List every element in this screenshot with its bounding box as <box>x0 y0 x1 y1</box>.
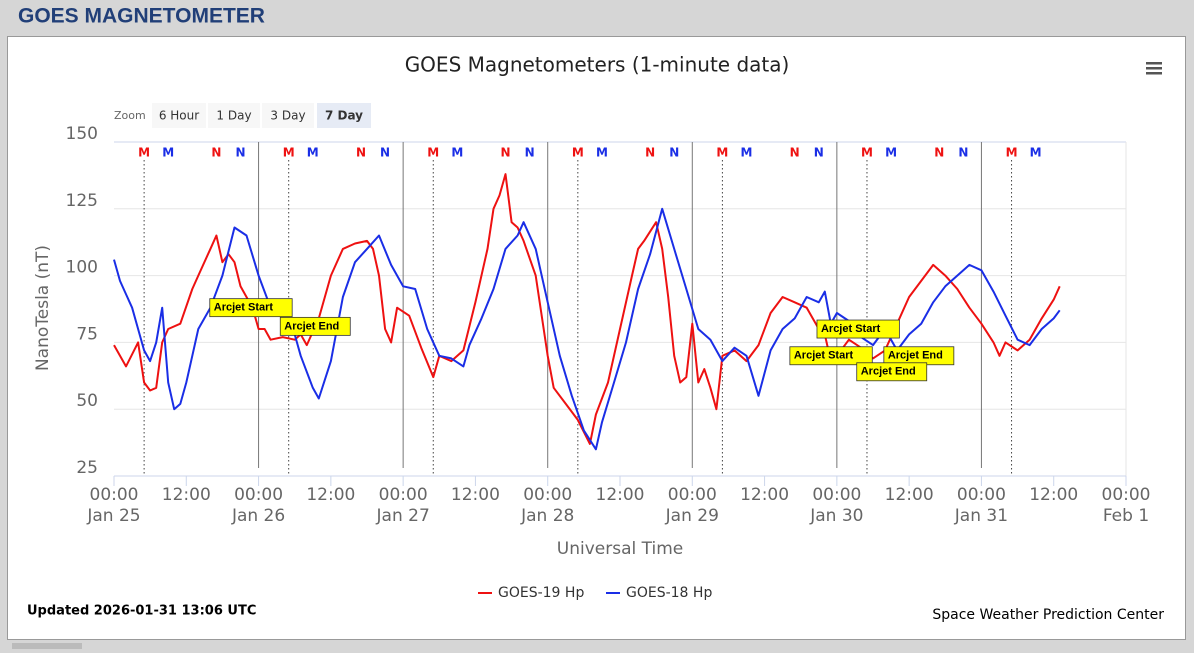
marker-label: N <box>525 146 535 160</box>
x-tick-date: Feb 1 <box>1103 506 1149 526</box>
marker-label: M <box>427 146 439 160</box>
marker-label: M <box>1030 146 1042 160</box>
marker-label: M <box>596 146 608 160</box>
x-tick-label: 00:00 <box>957 485 1006 505</box>
x-tick-date: Jan 29 <box>665 506 719 526</box>
x-tick-label: 00:00 <box>1102 485 1151 505</box>
x-axis-title: Universal Time <box>557 539 683 559</box>
x-tick-label: 12:00 <box>740 485 789 505</box>
zoom-button[interactable] <box>152 103 206 128</box>
marker-label: N <box>814 146 824 160</box>
y-axis-title: NanoTesla (nT) <box>33 245 53 371</box>
zoom-button-label: 7 Day <box>325 109 363 123</box>
y-tick-label: 50 <box>76 391 98 411</box>
marker-label: N <box>356 146 366 160</box>
marker-label: M <box>861 146 873 160</box>
annotation-box <box>856 362 928 382</box>
y-tick-label: 75 <box>76 324 98 344</box>
annotation: Arcjet Start <box>816 319 900 339</box>
x-tick-label: 00:00 <box>379 485 428 505</box>
annotation-label: Arcjet End <box>861 366 916 378</box>
annotation: Arcjet Start <box>209 298 293 318</box>
marker-label: M <box>283 146 295 160</box>
zoom-button[interactable] <box>317 103 371 128</box>
annotation-label: Arcjet End <box>888 350 943 362</box>
chart-title: GOES Magnetometers (1-minute data) <box>405 53 790 77</box>
x-tick-date: Jan 27 <box>376 506 430 526</box>
marker-label: M <box>451 146 463 160</box>
x-tick-label: 12:00 <box>1029 485 1078 505</box>
updated: Updated 2026-01-31 13:06 UTC <box>27 604 256 619</box>
x-tick-label: 12:00 <box>162 485 211 505</box>
page-title: GOES MAGNETOMETER <box>18 5 265 28</box>
x-tick-label: 12:00 <box>451 485 500 505</box>
marker-label: M <box>138 146 150 160</box>
menu-bar <box>1146 72 1162 75</box>
x-tick-date: Jan 25 <box>86 506 140 526</box>
marker-label: N <box>380 146 390 160</box>
x-tick-label: 00:00 <box>90 485 139 505</box>
annotation-label: Arcjet End <box>284 320 339 332</box>
marker-label: N <box>934 146 944 160</box>
legend-label[interactable]: GOES-19 Hp <box>498 585 584 601</box>
panel <box>7 36 1186 640</box>
annotation-box <box>209 298 293 318</box>
annotation-label: Arcjet Start <box>821 323 881 335</box>
marker-label: M <box>741 146 753 160</box>
marker-label: N <box>501 146 511 160</box>
zoom-button-label: 1 Day <box>216 109 251 123</box>
zoom-label: Zoom <box>114 109 146 122</box>
marker-label: M <box>716 146 728 160</box>
x-tick-label: 00:00 <box>523 485 572 505</box>
annotation: Arcjet Start <box>789 346 873 366</box>
annotation-box <box>789 346 873 366</box>
zoom-button[interactable] <box>262 103 314 128</box>
x-tick-label: 00:00 <box>668 485 717 505</box>
marker-label: N <box>211 146 221 160</box>
y-tick-label: 100 <box>66 258 98 278</box>
x-tick-date: Jan 31 <box>954 506 1008 526</box>
x-tick-label: 12:00 <box>596 485 645 505</box>
annotation: Arcjet End <box>856 362 928 382</box>
x-tick-label: 00:00 <box>234 485 283 505</box>
marker-label: N <box>645 146 655 160</box>
annotation-box <box>816 319 900 339</box>
x-tick-label: 12:00 <box>306 485 355 505</box>
marker-label: M <box>307 146 319 160</box>
zoom-button[interactable] <box>208 103 260 128</box>
marker-label: M <box>162 146 174 160</box>
legend-label[interactable]: GOES-18 Hp <box>626 585 712 601</box>
zoom-button-label: 3 Day <box>270 109 305 123</box>
x-tick-label: 00:00 <box>812 485 861 505</box>
annotation-box <box>279 316 351 336</box>
marker-label: N <box>958 146 968 160</box>
zoom-button-label: 6 Hour <box>159 109 199 123</box>
marker-label: M <box>572 146 584 160</box>
menu-bar <box>1146 67 1162 70</box>
y-tick-label: 150 <box>66 124 98 144</box>
annotation: Arcjet End <box>883 346 955 366</box>
x-tick-date: Jan 26 <box>231 506 285 526</box>
marker-label: N <box>235 146 245 160</box>
y-tick-label: 125 <box>66 191 98 211</box>
marker-label: M <box>885 146 897 160</box>
annotation-label: Arcjet Start <box>214 302 274 314</box>
marker-label: N <box>790 146 800 160</box>
marker-label: N <box>669 146 679 160</box>
x-tick-date: Jan 28 <box>520 506 574 526</box>
x-tick-label: 12:00 <box>885 485 934 505</box>
credit: Space Weather Prediction Center <box>932 607 1164 623</box>
scrollbar[interactable] <box>12 643 82 649</box>
annotation-label: Arcjet Start <box>794 350 854 362</box>
menu-bar <box>1146 62 1162 65</box>
y-tick-label: 25 <box>76 458 98 478</box>
x-tick-date: Jan 30 <box>809 506 863 526</box>
marker-label: M <box>1006 146 1018 160</box>
menu-icon[interactable] <box>1146 62 1162 75</box>
annotation: Arcjet End <box>279 316 351 336</box>
